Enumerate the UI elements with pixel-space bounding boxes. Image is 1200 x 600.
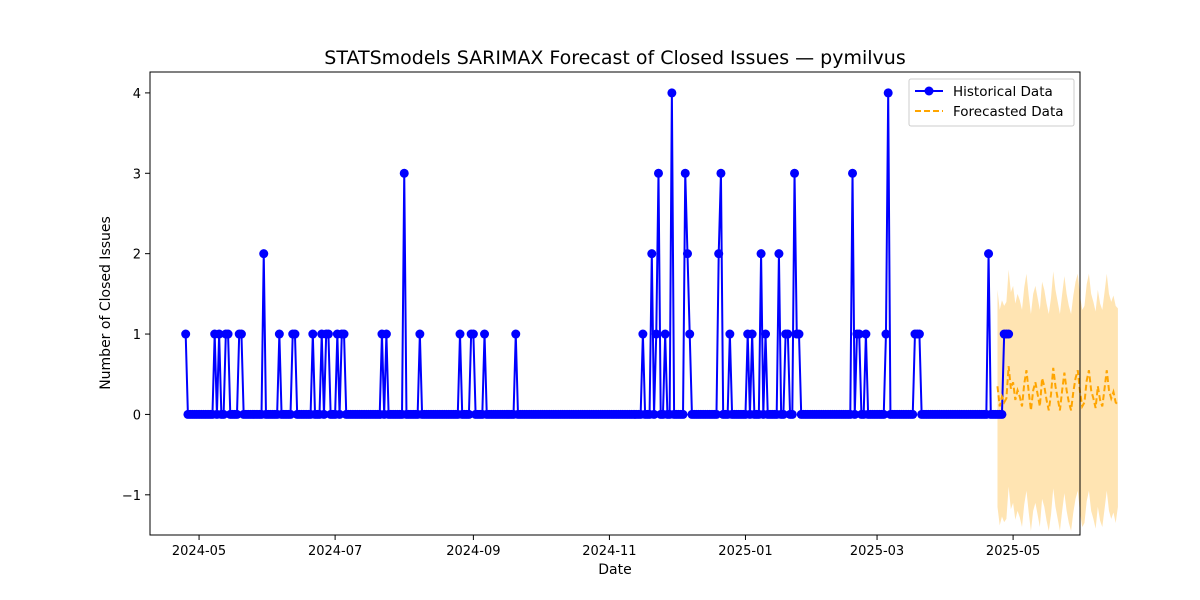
historical-data-point [415, 329, 425, 339]
historical-data-point [511, 329, 521, 339]
historical-data-point [319, 409, 329, 419]
x-tick-label: 2024-05 [172, 544, 226, 559]
legend-box [908, 78, 1075, 127]
historical-data-point [747, 329, 757, 339]
historical-data-point [259, 249, 269, 259]
historical-data-point [214, 329, 224, 339]
x-tick-label: 2025-03 [850, 544, 904, 559]
historical-data-point [308, 329, 318, 339]
historical-data-point [854, 329, 864, 339]
y-tick-label: 2 [133, 248, 141, 263]
historical-data-point [756, 249, 766, 259]
historical-data-point [219, 409, 229, 419]
historical-data-point [682, 249, 692, 259]
historical-data-point [908, 409, 918, 419]
historical-data-point [480, 329, 490, 339]
x-tick-label: 2025-05 [986, 544, 1040, 559]
legend: Historical Data Forecasted Data [908, 78, 1075, 127]
historical-data-point [455, 329, 465, 339]
historical-data-point [848, 168, 858, 178]
historical-data-point [223, 329, 233, 339]
y-tick-label: 1 [133, 328, 141, 343]
x-tick-label: 2024-09 [446, 544, 500, 559]
forecast-series-line [996, 366, 1119, 411]
historical-data-point [685, 329, 695, 339]
historical-data-point [714, 249, 724, 259]
plot-frame [149, 71, 1081, 536]
historical-data-point [778, 409, 788, 419]
historical-data-point [647, 249, 657, 259]
legend-forecast-label: Forecasted Data [953, 104, 1064, 120]
historical-data-point [850, 409, 860, 419]
historical-data-point [725, 329, 735, 339]
historical-data-point [649, 409, 659, 419]
historical-data-point [997, 409, 1007, 419]
historical-data-point [1004, 329, 1014, 339]
historical-data-point [984, 249, 994, 259]
historical-data-point [716, 168, 726, 178]
y-axis-label: Number of Closed Issues [98, 216, 114, 390]
historical-data-point [236, 329, 246, 339]
historical-data-point [286, 409, 295, 419]
forecast-confidence-band [997, 269, 1118, 531]
historical-data-point [381, 329, 391, 339]
historical-data-point [883, 88, 893, 98]
x-tick-label: 2024-11 [582, 544, 636, 559]
historical-data-point [787, 409, 797, 419]
historical-data-point [879, 409, 889, 419]
y-tick-label: 4 [133, 87, 141, 102]
historical-data-point [651, 329, 661, 339]
historical-data-point [794, 329, 804, 339]
x-axis-label: Date [598, 562, 631, 578]
historical-data-point [290, 329, 300, 339]
historical-data-point [914, 329, 924, 339]
historical-data-point [181, 329, 191, 339]
historical-data-point [468, 329, 478, 339]
plot-area [181, 88, 1119, 531]
historical-data-point [790, 168, 800, 178]
historical-data-point [774, 249, 784, 259]
x-tick-label: 2025-01 [718, 544, 772, 559]
historical-data-point [678, 409, 688, 419]
historical-data-point [638, 329, 648, 339]
y-tick-label: −1 [122, 489, 141, 504]
historical-data-point [339, 329, 349, 339]
historical-data-point [232, 409, 242, 419]
x-tick-label: 2024-07 [308, 544, 362, 559]
historical-data-point [861, 329, 871, 339]
legend-historical-marker [924, 86, 934, 96]
chart-title: STATSmodels SARIMAX Forecast of Closed I… [324, 47, 905, 69]
historical-data-point [399, 168, 409, 178]
historical-data-point [783, 329, 793, 339]
historical-data-point [711, 409, 721, 419]
historical-data-point [323, 329, 333, 339]
y-tick-label: 0 [133, 408, 141, 423]
historical-data-point [680, 168, 690, 178]
axes: 2024-05 2024-07 2024-09 2024-11 2025-01 2025-… [122, 71, 1081, 559]
historical-data-point [464, 409, 474, 419]
historical-data-point [881, 329, 891, 339]
historical-data-point [667, 88, 677, 98]
historical-data-point [761, 329, 771, 339]
historical-data-point [660, 329, 670, 339]
historical-data-point [653, 168, 663, 178]
y-tick-label: 3 [133, 167, 141, 182]
historical-data-point [335, 409, 345, 419]
historical-data-point [274, 329, 284, 339]
legend-historical-label: Historical Data [953, 84, 1053, 100]
